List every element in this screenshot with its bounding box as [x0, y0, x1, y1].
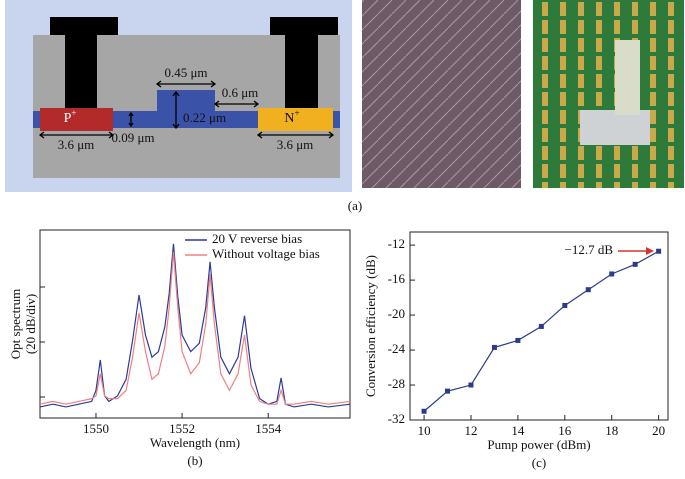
package-photo [533, 0, 684, 188]
series-line [423, 250, 659, 412]
legend-label: Without voltage bias [212, 246, 320, 261]
y-tick-label: -24 [388, 341, 406, 356]
n-region: N+ [284, 108, 299, 126]
marker [538, 323, 544, 329]
x-tick-label: 10 [418, 423, 431, 438]
y-tick-label: -28 [388, 376, 405, 391]
x-axis-label: Wavelength (nm) [150, 435, 240, 450]
marker [656, 248, 662, 254]
series-line [39, 243, 351, 408]
marker [562, 302, 568, 308]
y-tick-label: -16 [388, 271, 406, 286]
marker [421, 408, 427, 414]
dim-label: 0.6 μm [222, 85, 259, 100]
y-axis-label: Conversion efficiency (dB) [363, 255, 378, 397]
plot-frame [409, 231, 669, 421]
y-axis-label: (20 dB/div) [23, 294, 38, 354]
dim-label: 0.45 μm [164, 65, 207, 80]
plot-frame [39, 229, 351, 419]
x-tick-label: 1554 [255, 421, 282, 436]
y-tick-label: -20 [388, 306, 405, 321]
marker [445, 388, 451, 394]
marker [609, 271, 615, 277]
y-tick-label: -12 [388, 236, 405, 251]
x-tick-label: 14 [511, 423, 525, 438]
marker [468, 382, 474, 388]
panel-label: (b) [187, 453, 202, 468]
annotation-arrow [618, 247, 654, 255]
series-line [39, 252, 351, 405]
dim-label: 0.22 μm [183, 110, 226, 125]
legend-label: 20 V reverse bias [212, 231, 302, 246]
marker [585, 287, 591, 293]
marker [632, 261, 638, 267]
annotation: −12.7 dB [564, 242, 613, 257]
x-tick-label: 1550 [83, 421, 109, 436]
x-tick-label: 12 [464, 423, 477, 438]
x-tick-label: 20 [652, 423, 665, 438]
y-ticks-unlabeled [40, 286, 45, 398]
x-tick-label: 18 [605, 423, 618, 438]
marker [515, 337, 521, 343]
marker [491, 344, 497, 350]
panel-label: (c) [532, 455, 546, 470]
x-axis-label: Pump power (dBm) [487, 437, 590, 452]
cross-section: P+ N+ 0.45 μm 0.6 μm 0.22 μm 0.09 μm 3.6… [5, 0, 352, 192]
dim-label: 3.6 μm [58, 137, 95, 152]
y-axis-label: Opt spectrum [8, 289, 23, 359]
x-tick-label: 16 [558, 423, 572, 438]
chip-photo [362, 0, 521, 188]
x-tick-label: 1552 [169, 421, 195, 436]
panel-label: (a) [348, 198, 362, 213]
dim-label: 0.09 μm [111, 130, 154, 145]
p-region: P+ [64, 108, 77, 126]
y-tick-label: -32 [388, 411, 405, 426]
dim-label: 3.6 μm [277, 137, 314, 152]
